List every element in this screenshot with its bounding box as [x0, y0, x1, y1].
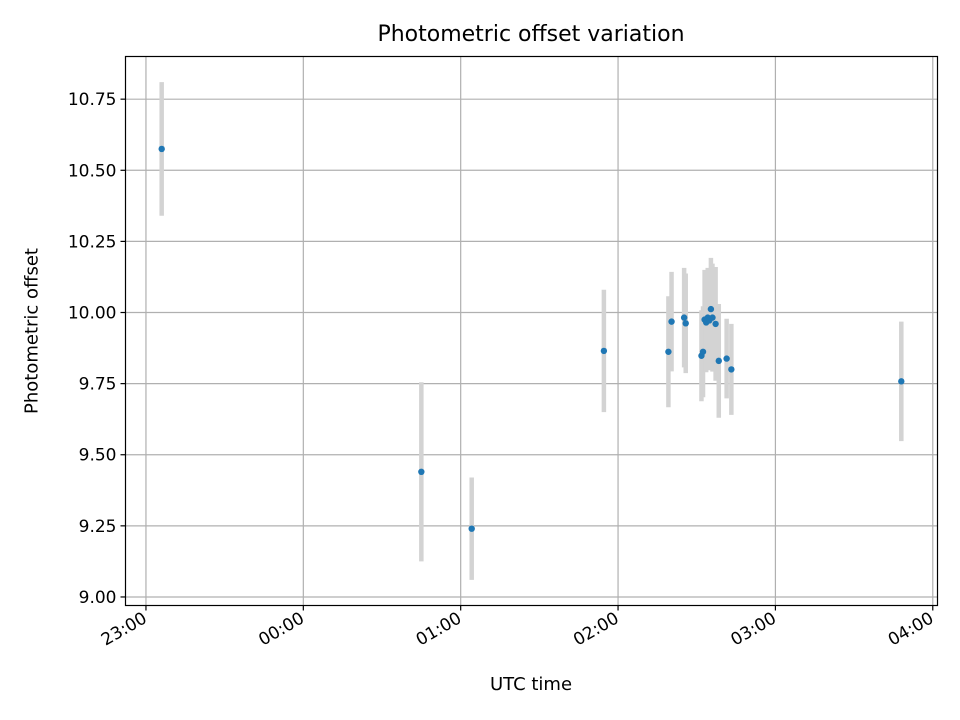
x-tick-label: 03:00 [727, 609, 779, 651]
grid-layer [125, 56, 938, 606]
y-axis-label: Photometric offset [21, 248, 43, 414]
data-point [600, 347, 608, 355]
y-tick-label: 10.75 [68, 90, 117, 110]
y-tick-label: 9.50 [79, 446, 117, 466]
point-layer [158, 145, 905, 532]
data-point [468, 525, 475, 532]
data-point [898, 378, 905, 385]
data-point [723, 355, 730, 362]
x-tick-label: 02:00 [570, 609, 622, 651]
data-point [680, 314, 688, 321]
x-tick-label: 00:00 [255, 609, 307, 651]
y-tick-label: 9.00 [79, 588, 117, 608]
tick-layer: 23:00 00:00 01:00 02:00 03:00 04:00 9.00 9.25 9.… [68, 90, 937, 650]
errorbar-layer [159, 82, 904, 580]
x-axis-label: UTC time [489, 674, 573, 695]
y-tick-label: 10.50 [68, 161, 117, 181]
x-tick-label: 01:00 [413, 609, 465, 651]
x-tick-label: 23:00 [98, 609, 150, 651]
data-point [728, 366, 735, 373]
data-point [715, 357, 722, 365]
y-tick-label: 10.25 [68, 232, 117, 252]
data-point [709, 314, 716, 321]
y-tick-label: 9.75 [79, 375, 117, 395]
data-point [699, 348, 707, 355]
data-point [707, 305, 715, 313]
data-point [682, 320, 689, 327]
data-point [668, 318, 675, 325]
data-point [158, 145, 165, 153]
x-tick-label: 04:00 [885, 609, 937, 651]
plot-frame [124, 55, 939, 607]
data-point [418, 468, 425, 476]
y-tick-label: 10.00 [68, 304, 117, 324]
data-point [665, 348, 672, 355]
data-point [712, 320, 719, 328]
chart-title: Photometric offset variation [377, 22, 685, 47]
y-tick-label: 9.25 [79, 517, 117, 537]
